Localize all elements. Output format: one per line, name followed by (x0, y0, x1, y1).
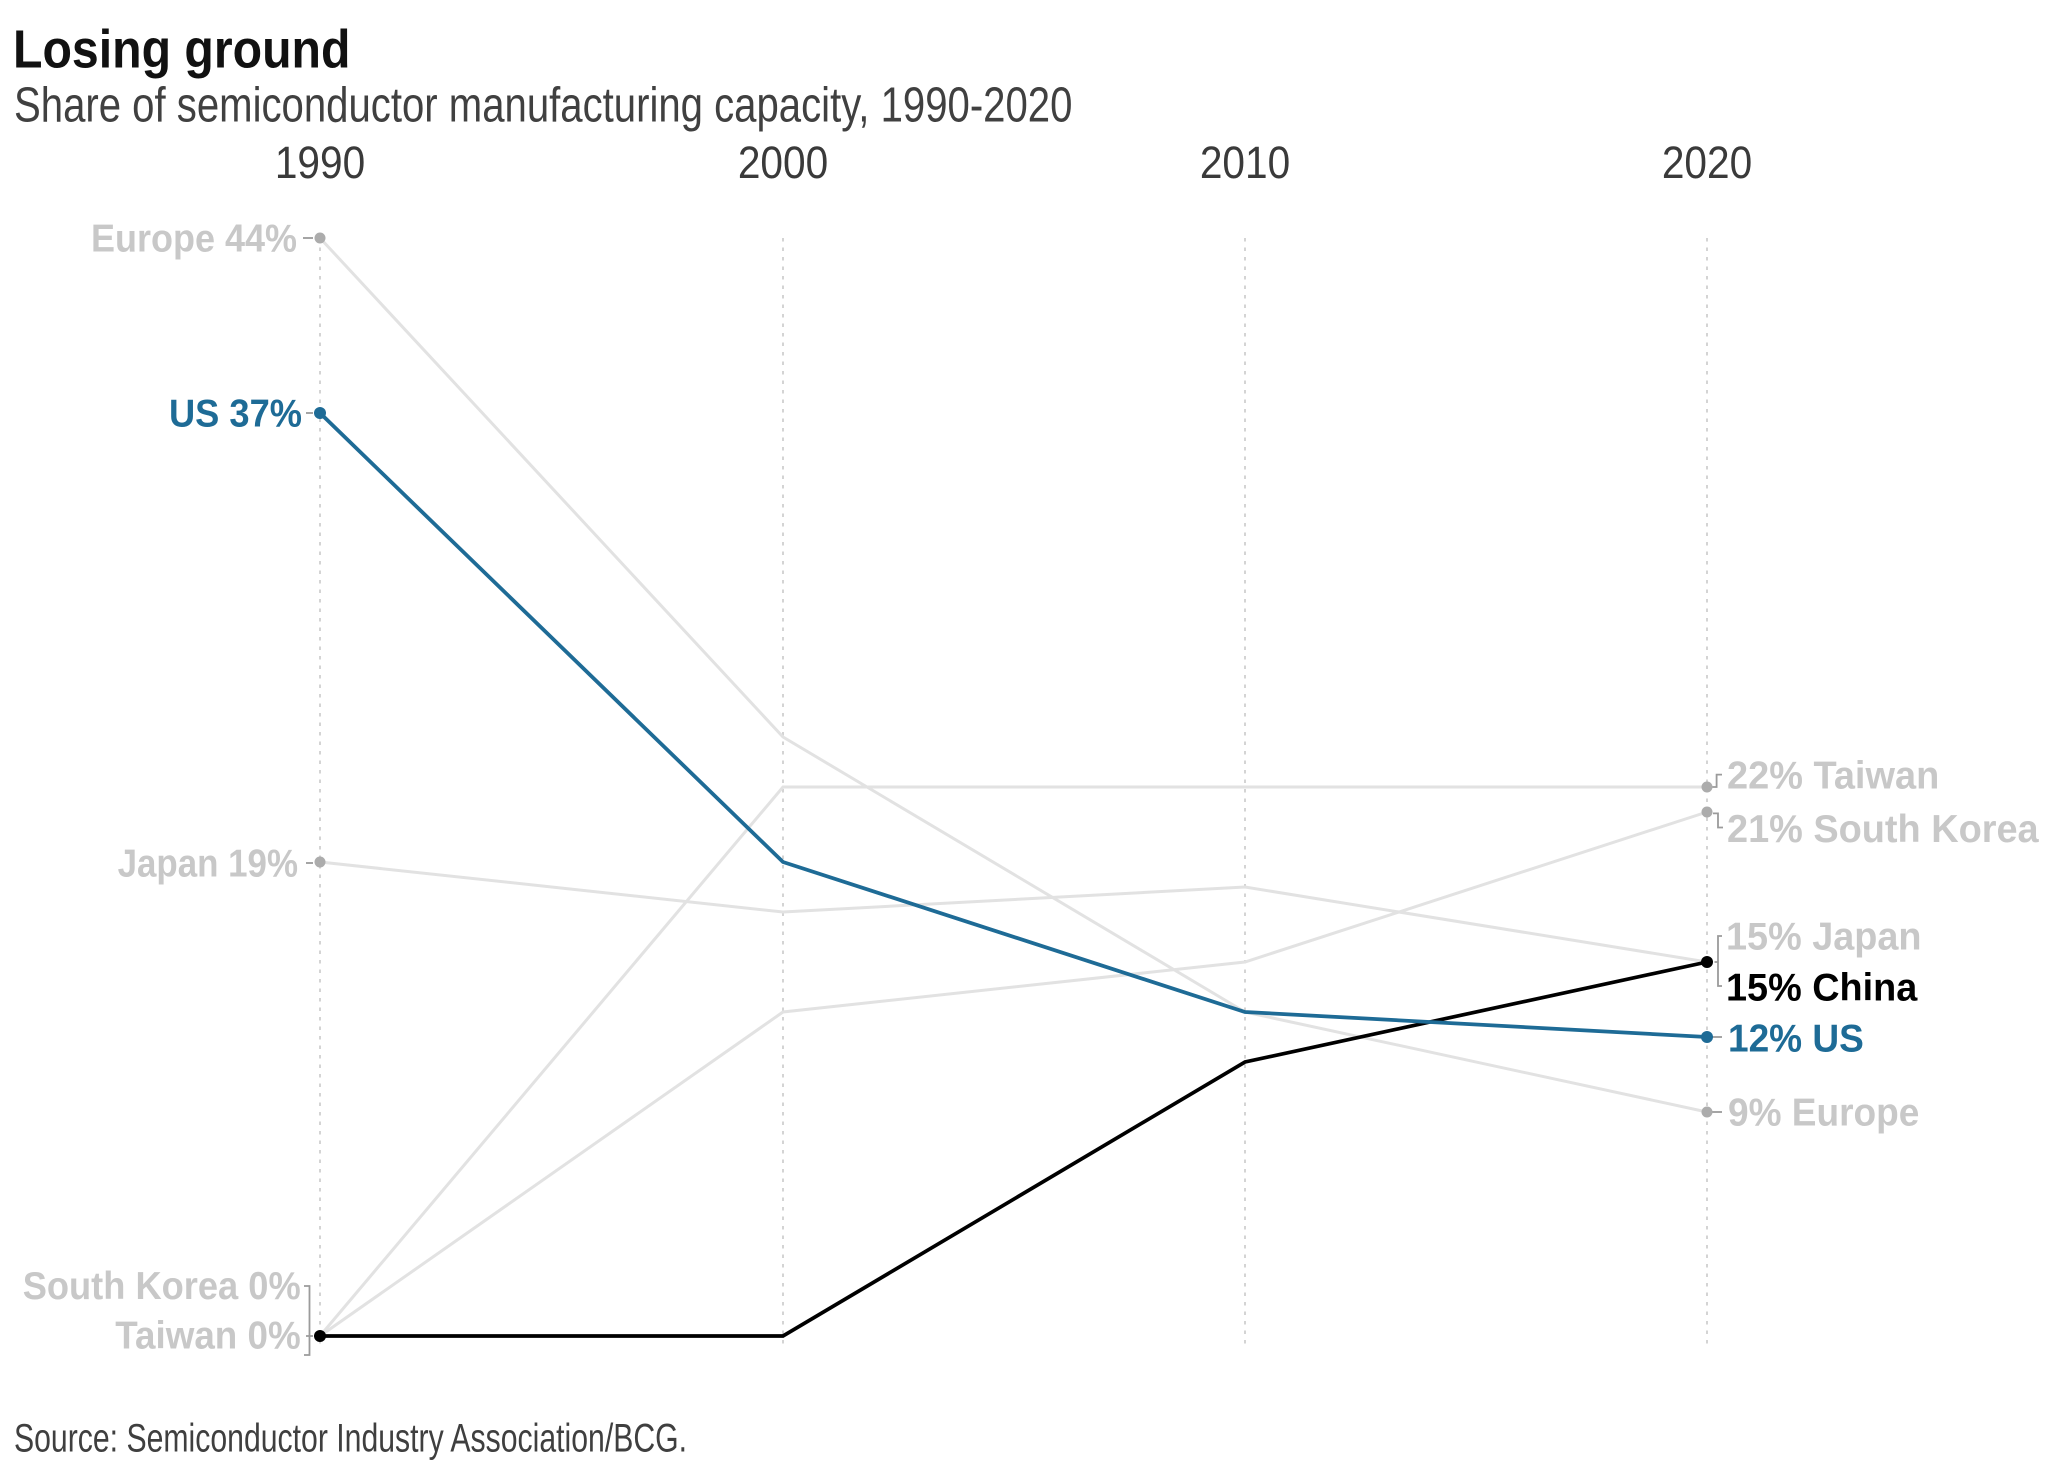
svg-text:US 37%: US 37% (169, 391, 302, 434)
svg-text:Japan 19%: Japan 19% (118, 842, 298, 885)
svg-text:Source: Semiconductor Industry: Source: Semiconductor Industry Associati… (14, 1415, 687, 1460)
svg-text:15% Japan: 15% Japan (1726, 915, 1922, 959)
svg-text:Share of semiconductor manufac: Share of semiconductor manufacturing cap… (14, 78, 1072, 133)
svg-text:2020: 2020 (1662, 138, 1752, 188)
svg-text:12% US: 12% US (1728, 1018, 1864, 1061)
svg-text:Taiwan 0%: Taiwan 0% (115, 1315, 300, 1358)
svg-text:2010: 2010 (1200, 138, 1290, 188)
svg-text:Europe 44%: Europe 44% (91, 216, 297, 260)
svg-text:1990: 1990 (275, 138, 365, 188)
svg-text:22% Taiwan: 22% Taiwan (1727, 754, 1939, 798)
svg-text:Losing ground: Losing ground (13, 19, 350, 79)
svg-text:15% China: 15% China (1726, 966, 1918, 1010)
svg-text:21% South Korea: 21% South Korea (1727, 807, 2039, 851)
svg-text:9% Europe: 9% Europe (1728, 1092, 1919, 1135)
svg-text:2000: 2000 (738, 138, 828, 188)
svg-text:South Korea 0%: South Korea 0% (23, 1264, 301, 1307)
